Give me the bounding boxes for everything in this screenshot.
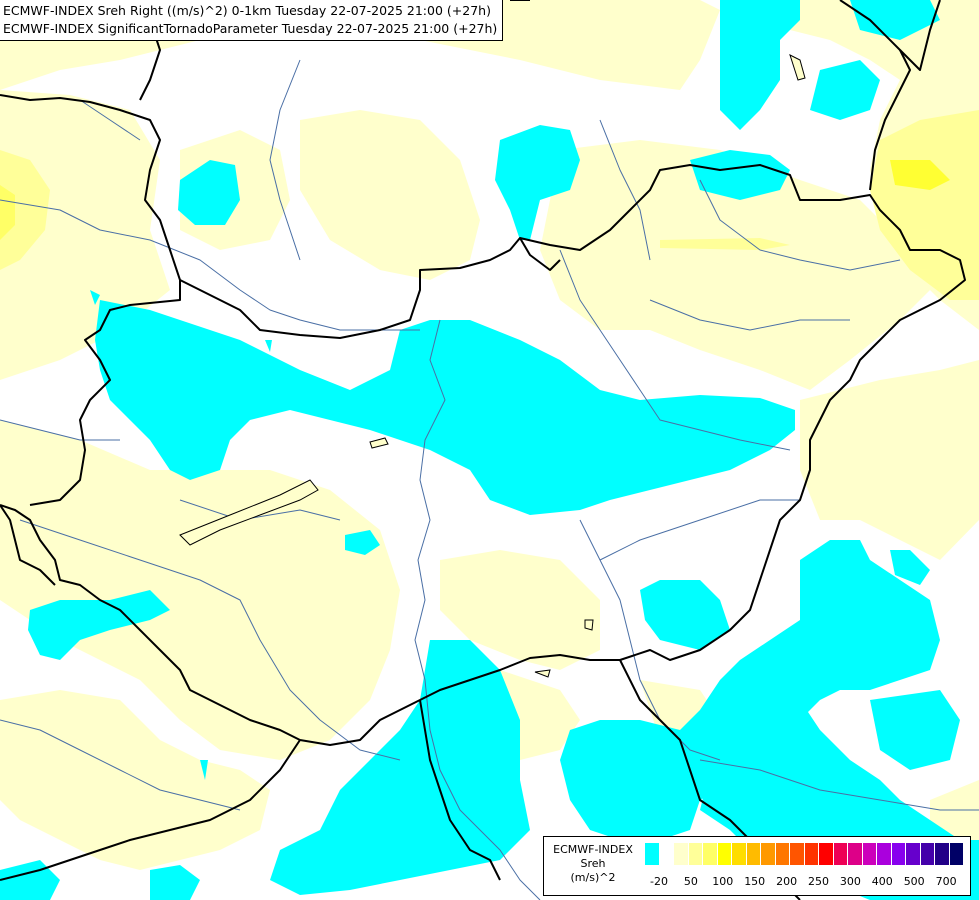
legend-swatch <box>746 843 761 865</box>
legend-swatch <box>935 843 950 865</box>
legend-swatch <box>775 843 790 865</box>
legend-swatch <box>920 843 935 865</box>
legend-label: -20 <box>650 875 668 888</box>
legend-swatch <box>891 843 906 865</box>
legend-swatch <box>674 843 689 865</box>
legend-label: 50 <box>683 875 698 888</box>
legend-swatch <box>949 843 964 865</box>
legend-title-line-2: Sreh <box>580 857 606 870</box>
legend-title: ECMWF-INDEX Sreh (m/s)^2 <box>544 843 642 885</box>
legend-label: 500 <box>903 875 925 888</box>
legend-labels: -20 50 100 150 200 250 300 400 500 700 <box>645 875 965 889</box>
legend-title-line-3: (m/s)^2 <box>570 871 616 884</box>
legend-label: 100 <box>712 875 734 888</box>
legend-swatch <box>717 843 732 865</box>
title-line-2: ECMWF-INDEX SignificantTornadoParameter … <box>3 21 498 36</box>
legend-swatch <box>659 843 674 865</box>
legend-swatch <box>848 843 863 865</box>
legend-swatch <box>645 843 660 865</box>
legend-swatch <box>833 843 848 865</box>
legend-title-line-1: ECMWF-INDEX <box>553 843 633 856</box>
yellow-areas <box>0 110 979 300</box>
map-title-box: ECMWF-INDEX Sreh Right ((m/s)^2) 0-1km T… <box>0 0 504 41</box>
legend-label: 300 <box>839 875 861 888</box>
legend-swatch <box>862 843 877 865</box>
legend-swatch <box>790 843 805 865</box>
legend-swatches <box>645 843 964 865</box>
legend-swatch <box>819 843 834 865</box>
legend-label: 400 <box>871 875 893 888</box>
legend-label: 150 <box>744 875 766 888</box>
legend-swatch <box>732 843 747 865</box>
lakes <box>179 54 806 678</box>
title-line-1: ECMWF-INDEX Sreh Right ((m/s)^2) 0-1km T… <box>3 3 491 18</box>
rivers <box>0 59 979 900</box>
legend-swatch <box>804 843 819 865</box>
legend-label: 250 <box>808 875 829 888</box>
legend-label: 200 <box>776 875 798 888</box>
legend-swatch <box>906 843 921 865</box>
legend-swatch <box>877 843 892 865</box>
color-legend: ECMWF-INDEX Sreh (m/s)^2 -20 50 100 150 200 2… <box>543 836 971 896</box>
legend-label: 700 <box>935 875 957 888</box>
legend-swatch <box>703 843 718 865</box>
legend-swatch <box>761 843 776 865</box>
legend-swatch <box>688 843 703 865</box>
